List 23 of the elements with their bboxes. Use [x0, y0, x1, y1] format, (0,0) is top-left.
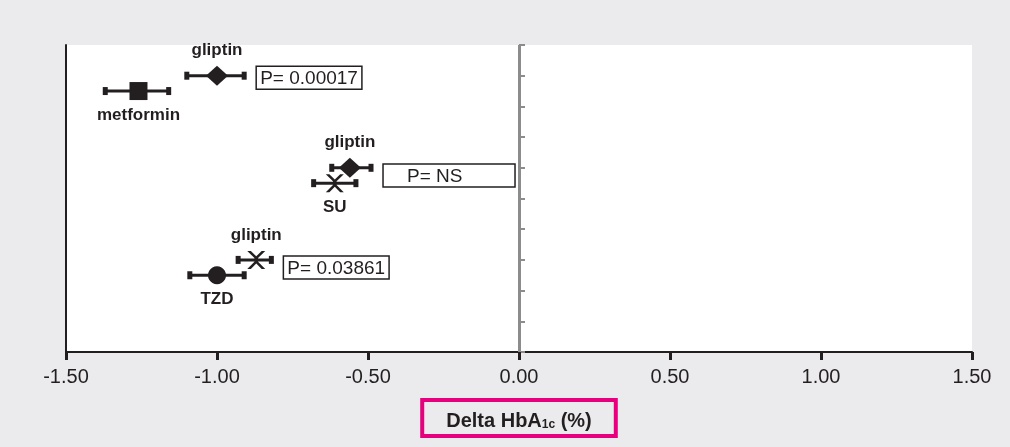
x-tick-label: -0.50 [345, 365, 391, 387]
series-label: gliptin [324, 131, 376, 151]
point [206, 65, 228, 86]
series-label: SU [322, 197, 347, 217]
point [208, 266, 226, 285]
x-axis-title: Delta HbA1c (%) [446, 409, 592, 431]
point [325, 174, 344, 193]
series-label: metformin [96, 105, 181, 125]
point [247, 250, 266, 269]
x-tick-label: 0.00 [499, 365, 539, 387]
x-tick-label: 1.50 [952, 365, 992, 387]
series-label: TZD [200, 289, 234, 309]
x-tick-label: 0.50 [650, 365, 690, 387]
x-tick-label: 1.00 [801, 365, 841, 387]
series-label: gliptin [230, 224, 282, 244]
x-tick-label: -1.00 [194, 365, 240, 387]
x-tick-label: -1.50 [43, 365, 89, 387]
point [129, 82, 148, 101]
annotation: P= 0.03861 [287, 257, 386, 279]
annotation: P= 0.00017 [260, 67, 358, 89]
annotation: P= NS [407, 164, 463, 186]
point [338, 157, 361, 178]
series-label: gliptin [191, 39, 243, 59]
